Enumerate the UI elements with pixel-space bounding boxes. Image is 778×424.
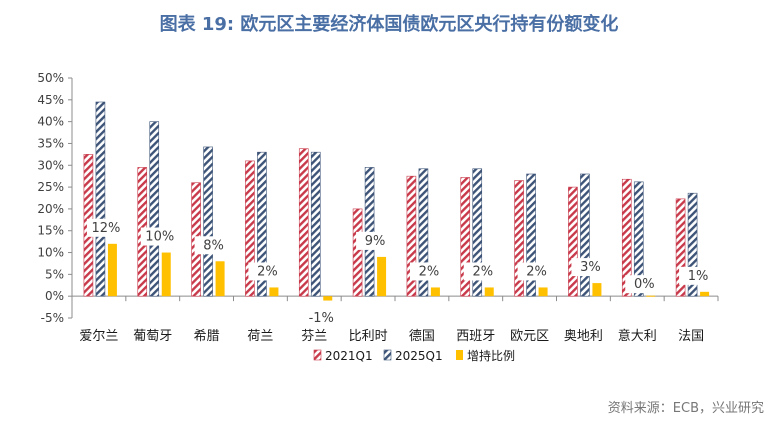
y-tick-label: 40% — [37, 115, 64, 129]
x-tick-label-葡萄牙: 葡萄牙 — [133, 329, 172, 344]
bar-2025Q1-德国 — [418, 168, 429, 297]
x-tick-label-比利时: 比利时 — [349, 329, 388, 344]
x-tick-label-法国: 法国 — [678, 329, 704, 344]
y-tick-label: -5% — [41, 311, 64, 325]
bar-2021Q1-荷兰 — [245, 160, 255, 297]
legend-swatch-2021Q1 — [313, 349, 322, 361]
data-label-法国: 1% — [688, 269, 709, 284]
bar-2025Q1-葡萄牙 — [149, 121, 160, 297]
x-tick-label-奥地利: 奥地利 — [564, 329, 603, 344]
data-label-bg — [194, 236, 233, 255]
data-label-爱尔兰: 12% — [91, 221, 120, 236]
y-tick-label: 45% — [37, 93, 64, 107]
x-tick-label-希腊: 希腊 — [194, 329, 220, 344]
bar-2021Q1-比利时 — [352, 208, 363, 297]
bar-2025Q1-奥地利 — [580, 173, 590, 297]
data-label-bg — [679, 266, 718, 285]
x-tick-label-荷兰: 荷兰 — [247, 329, 273, 344]
bar-2021Q1-欧元区 — [514, 180, 524, 297]
y-tick-label: 20% — [37, 202, 64, 216]
bar-2025Q1-比利时 — [364, 167, 375, 297]
data-label-bg — [86, 218, 125, 237]
x-tick-label-欧元区: 欧元区 — [510, 329, 549, 344]
data-label-bg — [625, 275, 664, 294]
bar-2025Q1-意大利 — [633, 181, 644, 297]
y-tick-label: 35% — [37, 136, 64, 150]
legend-swatch-2025Q1 — [383, 349, 392, 361]
bar-增持比例-芬兰 — [323, 296, 333, 301]
bar-增持比例-希腊 — [215, 261, 225, 297]
bar-2025Q1-芬兰 — [310, 151, 321, 297]
bar-增持比例-法国 — [700, 291, 710, 297]
legend-swatch-增持比例 — [456, 350, 463, 360]
data-label-荷兰: 2% — [257, 264, 278, 279]
x-tick-label-爱尔兰: 爱尔兰 — [79, 329, 118, 344]
bar-增持比例-意大利 — [646, 295, 656, 297]
data-label-意大利: 0% — [634, 277, 655, 292]
data-label-德国: 2% — [419, 264, 440, 279]
data-label-葡萄牙: 10% — [145, 230, 174, 245]
y-tick-label: 0% — [45, 289, 64, 303]
bar-2025Q1-希腊 — [203, 146, 213, 297]
legend-label-增持比例: 增持比例 — [467, 348, 515, 363]
bar-2021Q1-意大利 — [621, 178, 632, 297]
data-label-bg — [140, 227, 179, 246]
data-label-西班牙: 2% — [472, 264, 493, 279]
data-label-bg — [517, 262, 556, 281]
bar-增持比例-比利时 — [377, 256, 387, 297]
bar-2021Q1-法国 — [675, 198, 686, 297]
x-tick-label-芬兰: 芬兰 — [301, 329, 327, 344]
data-label-比利时: 9% — [365, 234, 386, 249]
bar-增持比例-欧元区 — [538, 287, 548, 297]
source-note: 资料来源：ECB，兴业研究 — [607, 401, 764, 416]
chart-title: 图表 19: 欧元区主要经济体国债欧元区央行持有份额变化 — [159, 14, 619, 35]
bar-2021Q1-芬兰 — [298, 148, 309, 297]
bar-增持比例-西班牙 — [484, 287, 494, 297]
bar-增持比例-爱尔兰 — [107, 243, 117, 297]
bar-增持比例-奥地利 — [592, 283, 602, 297]
data-label-bg — [409, 262, 448, 281]
data-label-bg — [356, 231, 395, 250]
bar-2025Q1-爱尔兰 — [95, 101, 106, 297]
data-label-奥地利: 3% — [580, 260, 601, 275]
bar-2021Q1-西班牙 — [460, 177, 471, 297]
data-label-bg — [248, 262, 287, 281]
bar-增持比例-荷兰 — [269, 287, 279, 297]
y-tick-label: 25% — [37, 180, 64, 194]
legend-label-2025Q1: 2025Q1 — [395, 349, 443, 363]
bar-增持比例-德国 — [430, 287, 440, 297]
data-label-希腊: 8% — [203, 238, 224, 253]
x-tick-label-德国: 德国 — [409, 329, 435, 344]
bar-2025Q1-西班牙 — [472, 168, 483, 297]
data-label-bg — [463, 262, 502, 281]
y-tick-label: 50% — [37, 71, 64, 85]
bar-2025Q1-欧元区 — [526, 173, 536, 297]
bar-2021Q1-奥地利 — [568, 186, 578, 297]
legend-label-2021Q1: 2021Q1 — [325, 349, 373, 363]
data-label-bg — [571, 258, 610, 277]
x-tick-label-意大利: 意大利 — [618, 328, 657, 344]
y-tick-label: 5% — [45, 267, 64, 281]
bar-2021Q1-德国 — [406, 175, 417, 297]
x-tick-label-西班牙: 西班牙 — [456, 329, 495, 344]
bar-2025Q1-荷兰 — [257, 151, 267, 297]
y-tick-label: 30% — [37, 158, 64, 172]
bar-2025Q1-法国 — [687, 192, 698, 297]
data-label-欧元区: 2% — [526, 264, 547, 279]
y-tick-label: 15% — [37, 224, 64, 238]
y-tick-label: 10% — [37, 246, 64, 260]
bar-增持比例-葡萄牙 — [161, 252, 171, 297]
data-label-芬兰: -1% — [309, 311, 334, 326]
